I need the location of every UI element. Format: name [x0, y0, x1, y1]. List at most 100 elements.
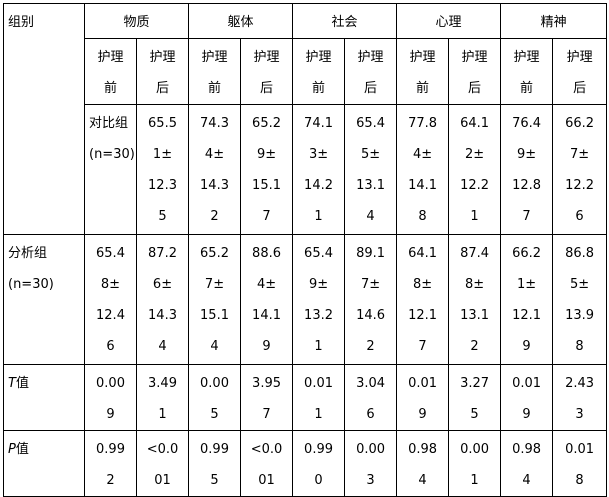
value-text: 3 — [575, 407, 584, 422]
value-cell: 65.2 7± 15.1 4 — [188, 234, 242, 365]
value-text: 0.99 — [200, 442, 229, 457]
value-cell: 88.6 4± 14.1 9 — [240, 234, 294, 365]
value-text: 15.1 — [200, 308, 229, 323]
value-text: 0.99 — [304, 442, 333, 457]
value-text: 12.1 — [512, 308, 542, 323]
value-text: 14.1 — [408, 178, 438, 193]
value-text: 4 — [522, 473, 531, 488]
value-cell: 65.4 8± 12.4 6 — [84, 234, 137, 365]
corner-label: 组别 — [8, 15, 35, 30]
value-text: 4 — [418, 473, 427, 488]
value-text: 1 — [158, 407, 167, 422]
row-label-cell: T值 — [3, 364, 85, 431]
value-text: 0.00 — [460, 442, 490, 457]
value-text: 9 — [106, 407, 115, 422]
value-cell: 76.4 9± 12.8 7 — [500, 104, 554, 235]
value-text: 2.43 — [565, 376, 595, 391]
value-text: 3.04 — [356, 376, 386, 391]
group-header: 精神 — [500, 3, 608, 39]
value-text: 14.6 — [356, 308, 386, 323]
value-text: 86.8 — [565, 246, 595, 261]
subheader-cell: 护理后 — [344, 38, 398, 105]
stat-suffix: 值 — [15, 376, 29, 391]
value-text: 5± — [569, 277, 590, 292]
value-text: 12.8 — [512, 178, 542, 193]
table-row: P值 0.99 2 <0.0 01 0.99 5 <0.0 01 0.99 0 0.00 3 0.98 4 0… — [3, 430, 608, 497]
value-text: 9 — [522, 339, 531, 354]
value-text: 13.2 — [304, 308, 333, 323]
value-cell: 0.98 4 — [500, 430, 554, 497]
value-text: 64.1 — [408, 246, 438, 261]
subheader-text: 护理 — [253, 50, 280, 65]
header-row-groups: 组别 物质 躯体 社会 心理 精神 — [3, 3, 608, 235]
value-text: 3 — [366, 473, 375, 488]
value-text: 0 — [314, 473, 323, 488]
value-text: 0.98 — [408, 442, 438, 457]
value-cell: 0.99 5 — [188, 430, 242, 497]
header-row-sub: 护理前护理后护理前护理后护理前护理后护理前护理后护理前护理后 — [4, 38, 608, 105]
subheader-cell: 护理前 — [292, 38, 346, 105]
value-text: 0.00 — [96, 376, 125, 391]
value-cell: 66.2 7± 12.2 6 — [552, 104, 608, 235]
value-cell: 0.01 8 — [552, 430, 608, 497]
table-row: T值 0.00 9 3.49 1 0.00 5 3.95 7 0.01 1 3.04 6 0.01 9 3.2… — [3, 364, 608, 431]
value-cell: 0.01 9 — [500, 364, 554, 431]
value-text: 9 — [262, 339, 271, 354]
corner-cell: 组别 — [3, 3, 85, 235]
subheader-cell: 护理前 — [500, 38, 554, 105]
value-text: 64.1 — [460, 116, 490, 131]
value-text: 1± — [152, 147, 173, 162]
value-text: 4± — [204, 147, 225, 162]
subheader-text: 后 — [156, 81, 170, 96]
value-cell: 64.1 2± 12.2 1 — [448, 104, 502, 235]
subheader-text: 护理 — [513, 50, 540, 65]
value-text: 0.99 — [96, 442, 125, 457]
value-text: 8± — [100, 277, 121, 292]
value-text: 1 — [314, 407, 323, 422]
value-text: 0.00 — [200, 376, 229, 391]
value-text: 01 — [258, 473, 275, 488]
row-label-cell: 对比组 (n=30) — [84, 104, 137, 235]
subheader-text: 前 — [416, 81, 430, 96]
value-text: 7± — [360, 277, 381, 292]
value-cell: 65.2 9± 15.1 7 — [240, 104, 294, 235]
value-cell: 66.2 1± 12.1 9 — [500, 234, 554, 365]
subheader-text: 后 — [260, 81, 274, 96]
row-label: 分析组 — [8, 246, 48, 261]
value-cell: 65.5 1± 12.3 5 — [135, 104, 190, 235]
value-text: 0.98 — [512, 442, 542, 457]
subheader-text: 后 — [364, 81, 378, 96]
value-cell: 0.00 1 — [448, 430, 502, 497]
value-cell: 0.98 4 — [396, 430, 450, 497]
value-cell: 89.1 7± 14.6 2 — [344, 234, 398, 365]
value-cell: 3.49 1 — [135, 364, 190, 431]
value-text: 2 — [470, 339, 479, 354]
value-text: 9± — [256, 147, 277, 162]
subheader-text: 护理 — [461, 50, 488, 65]
value-text: 66.2 — [565, 116, 595, 131]
subheader-text: 护理 — [201, 50, 228, 65]
value-text: 9± — [516, 147, 537, 162]
value-cell: 65.4 9± 13.2 1 — [292, 234, 346, 365]
subheader-text: 前 — [208, 81, 222, 96]
value-cell: 2.43 3 — [552, 364, 608, 431]
value-text: 65.4 — [304, 246, 333, 261]
value-cell: 86.8 5± 13.9 8 — [552, 234, 608, 365]
stat-symbol: P — [8, 442, 16, 457]
subheader-text: 前 — [103, 81, 117, 96]
value-text: 3.49 — [148, 376, 177, 391]
value-text: 14.2 — [304, 178, 333, 193]
value-text: <0.0 — [146, 442, 179, 457]
table-row: 对比组 (n=30) 65.5 1± 12.3 5 74.3 4± 14.3 2 65.2 9± 15.… — [4, 104, 608, 235]
value-text: 7 — [262, 407, 271, 422]
subheader-cell: 护理后 — [135, 38, 190, 105]
subheader-text: 护理 — [566, 50, 593, 65]
value-text: 1 — [470, 209, 479, 224]
value-text: 8± — [412, 277, 433, 292]
value-text: 2 — [106, 473, 115, 488]
value-text: 0.01 — [304, 376, 333, 391]
value-text: 12.3 — [148, 178, 177, 193]
value-text: 65.4 — [356, 116, 386, 131]
value-text: 14.3 — [148, 308, 177, 323]
value-text: 1± — [516, 277, 537, 292]
